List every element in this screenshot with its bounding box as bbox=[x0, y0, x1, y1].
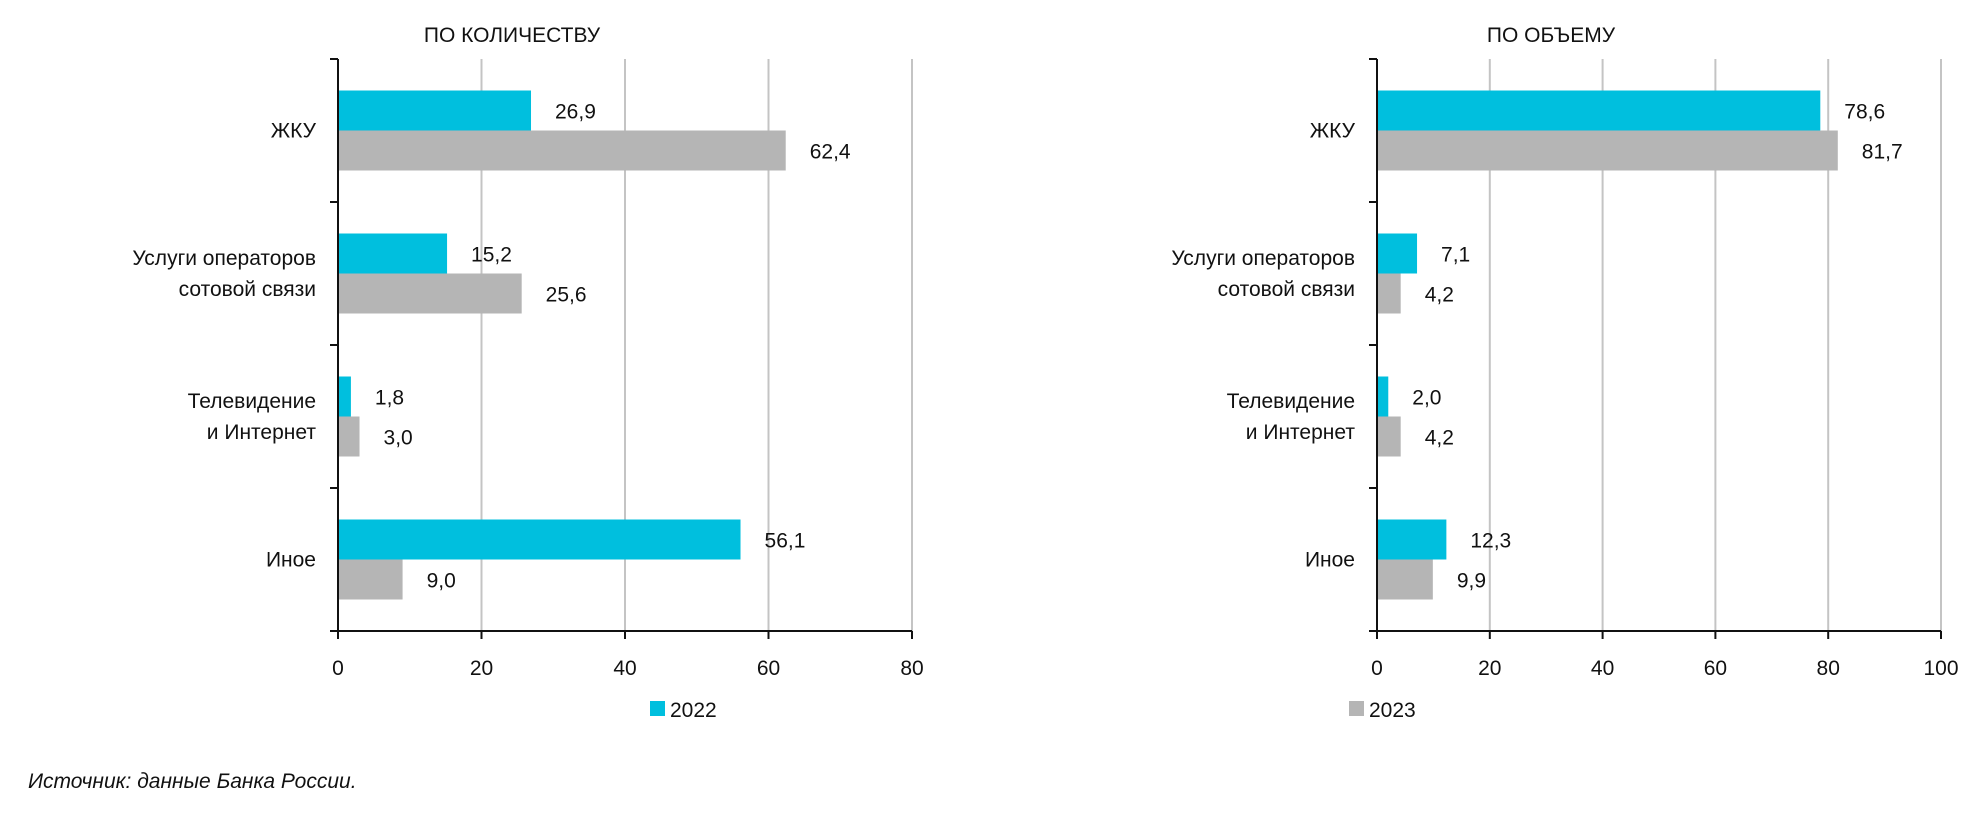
bar-2023 bbox=[1377, 559, 1433, 600]
bar-2023 bbox=[1377, 130, 1838, 171]
bar-2022 bbox=[338, 519, 741, 560]
data-label-2022: 78,6 bbox=[1844, 101, 1885, 124]
chart-title: ПО ОБЪЕМУ bbox=[1487, 24, 1616, 47]
category-label-line: сотовой связи bbox=[179, 278, 316, 301]
category-label-line: сотовой связи bbox=[1218, 278, 1355, 301]
x-tick-label: 100 bbox=[1923, 657, 1958, 680]
data-label-2023: 4,2 bbox=[1425, 284, 1454, 307]
data-label-2022: 56,1 bbox=[765, 530, 806, 553]
x-tick-label: 40 bbox=[1591, 657, 1614, 680]
bar-2022 bbox=[1377, 519, 1447, 560]
x-tick-label: 20 bbox=[470, 657, 493, 680]
legend-swatch bbox=[1349, 701, 1364, 716]
category-label: ЖКУ bbox=[271, 120, 317, 143]
category-label: Услуги операторов сотовой связи bbox=[132, 247, 316, 301]
legend-label: 2023 bbox=[1369, 699, 1416, 722]
x-tick-label: 20 bbox=[1478, 657, 1501, 680]
data-label-2023: 3,0 bbox=[384, 427, 413, 450]
category-label-line: Телевидение bbox=[1227, 390, 1355, 413]
bar-2022 bbox=[338, 90, 532, 131]
category-label: Иное bbox=[266, 549, 316, 572]
data-label-2023: 9,9 bbox=[1457, 570, 1486, 593]
category-label: Телевидение и Интернет bbox=[188, 390, 317, 444]
category-label-line: ЖКУ bbox=[271, 120, 317, 143]
bar-2022 bbox=[1377, 233, 1418, 274]
legend-label: 2022 bbox=[670, 699, 717, 722]
category-label-line: Иное bbox=[266, 549, 316, 572]
bar-2022 bbox=[1377, 376, 1389, 417]
x-tick-label: 80 bbox=[900, 657, 923, 680]
category-label-line: Услуги операторов bbox=[132, 247, 316, 270]
legend: 2023 bbox=[1349, 699, 1416, 722]
data-label-2023: 62,4 bbox=[810, 141, 851, 164]
category-label-line: и Интернет bbox=[207, 421, 317, 444]
x-tick-label: 60 bbox=[757, 657, 780, 680]
chart-panel-2: ПО ОБЪЕМУ 0 20 40 60 80 100 ЖКУ 78,6 81,7 Услуги о… bbox=[1171, 24, 1958, 722]
chart-panel-1: ПО КОЛИЧЕСТВУ 0 20 40 60 80 ЖКУ 26,9 62,4 Услуги … bbox=[132, 24, 923, 722]
x-tick-label: 40 bbox=[613, 657, 636, 680]
bar-2023 bbox=[338, 559, 403, 600]
data-label-2022: 15,2 bbox=[471, 244, 512, 267]
bar-2022 bbox=[338, 376, 351, 417]
legend-swatch bbox=[650, 701, 665, 716]
data-label-2022: 12,3 bbox=[1470, 530, 1511, 553]
category-label: ЖКУ bbox=[1310, 120, 1356, 143]
data-label-2023: 81,7 bbox=[1862, 141, 1903, 164]
chart-title: ПО КОЛИЧЕСТВУ bbox=[424, 24, 601, 47]
data-label-2022: 7,1 bbox=[1441, 244, 1470, 267]
category-label-line: Иное bbox=[1305, 549, 1355, 572]
category-label: Услуги операторов сотовой связи bbox=[1171, 247, 1355, 301]
x-tick-label: 0 bbox=[1371, 657, 1383, 680]
bar-2023 bbox=[338, 416, 360, 457]
category-label: Телевидение и Интернет bbox=[1227, 390, 1356, 444]
category-label: Иное bbox=[1305, 549, 1355, 572]
legend: 2022 bbox=[650, 699, 717, 722]
bar-2023 bbox=[1377, 416, 1401, 457]
data-label-2022: 2,0 bbox=[1412, 387, 1441, 410]
data-label-2023: 9,0 bbox=[427, 570, 456, 593]
category-label-line: Телевидение bbox=[188, 390, 316, 413]
data-label-2022: 26,9 bbox=[555, 101, 596, 124]
bar-2022 bbox=[338, 233, 448, 274]
category-label-line: Услуги операторов bbox=[1171, 247, 1355, 270]
x-tick-label: 80 bbox=[1817, 657, 1840, 680]
data-label-2022: 1,8 bbox=[375, 387, 404, 410]
category-label-line: и Интернет bbox=[1246, 421, 1356, 444]
category-label-line: ЖКУ bbox=[1310, 120, 1356, 143]
x-tick-label: 0 bbox=[332, 657, 344, 680]
bar-2023 bbox=[338, 273, 522, 314]
data-label-2023: 4,2 bbox=[1425, 427, 1454, 450]
x-tick-label: 60 bbox=[1704, 657, 1727, 680]
data-label-2023: 25,6 bbox=[546, 284, 587, 307]
source-note: Источник: данные Банка России. bbox=[28, 770, 357, 793]
bar-2023 bbox=[1377, 273, 1401, 314]
bar-2023 bbox=[338, 130, 786, 171]
bar-2022 bbox=[1377, 90, 1821, 131]
